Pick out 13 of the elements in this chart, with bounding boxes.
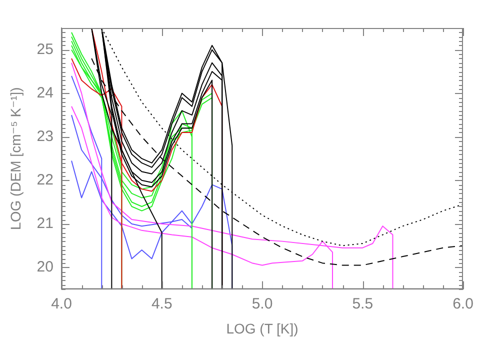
y-tick-label: 24: [36, 84, 54, 102]
y-axis-title: LOG (DEM [cm⁻⁵ K⁻¹]): [7, 87, 24, 230]
y-tick-label: 20: [36, 258, 54, 276]
x-axis-title: LOG (T [K]): [226, 320, 298, 336]
y-tick-label: 21: [36, 215, 54, 232]
x-tick-label: 4.5: [151, 295, 172, 312]
y-tick-label: 25: [36, 40, 54, 58]
x-tick-label: 5.0: [252, 295, 273, 312]
x-tick-label: 6.0: [452, 295, 474, 312]
y-tick-label: 22: [36, 172, 54, 189]
y-tick-label: 23: [36, 128, 54, 145]
x-tick-label: 4.0: [51, 295, 72, 312]
x-tick-label: 5.5: [352, 295, 374, 312]
